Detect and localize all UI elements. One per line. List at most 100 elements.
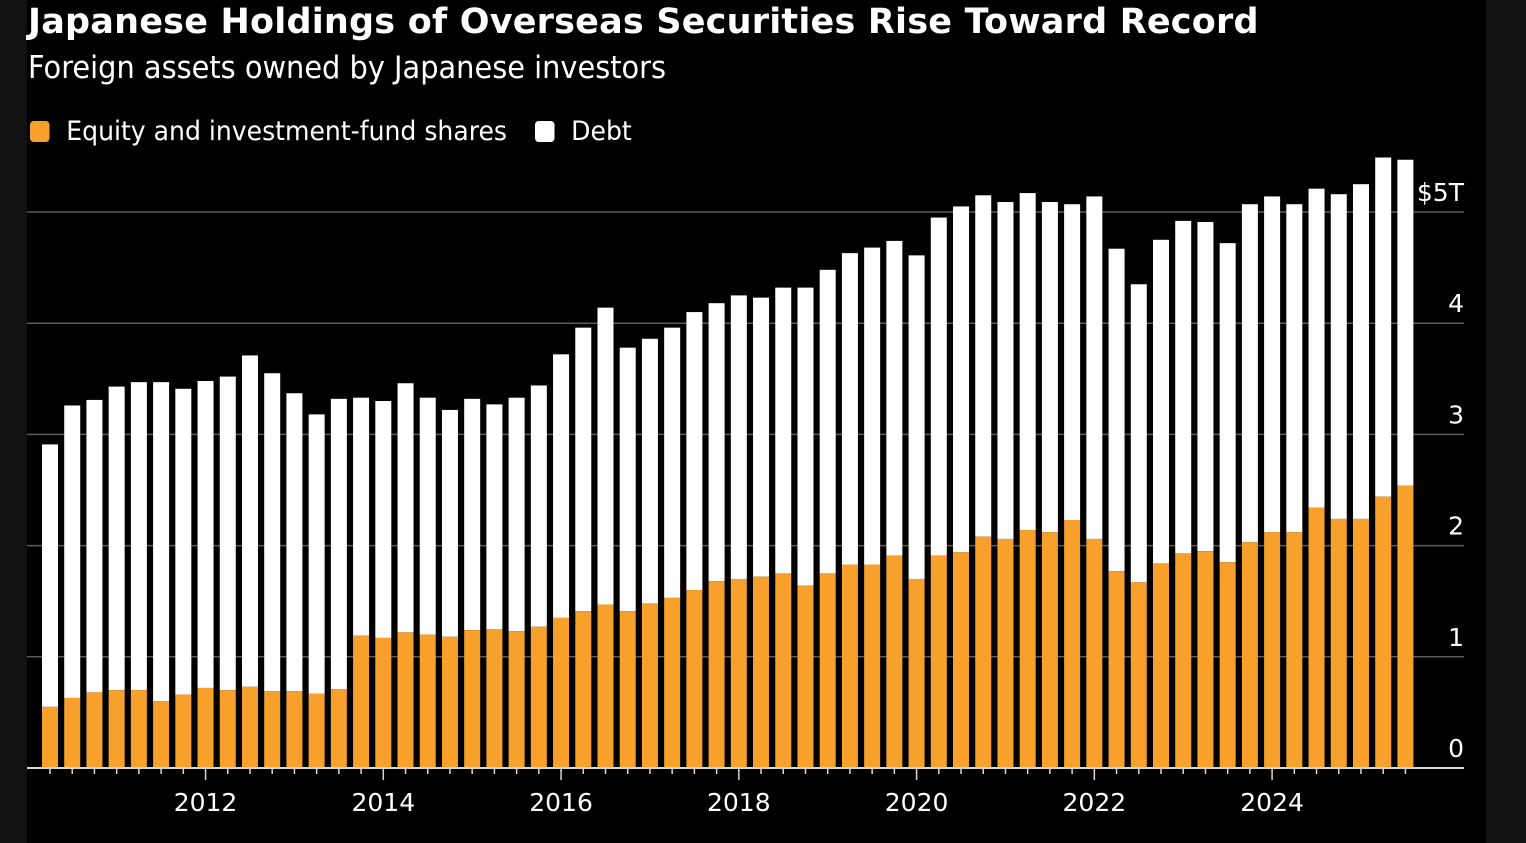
bar-equity	[130, 690, 147, 768]
legend-swatch-equity	[30, 121, 50, 142]
x-tick-label: 2014	[351, 788, 415, 817]
x-tick-label: 2012	[174, 788, 238, 817]
x-tick-label: 2022	[1063, 788, 1127, 817]
bar-equity	[1064, 520, 1081, 768]
bar-debt	[753, 297, 770, 577]
bar-equity	[597, 604, 614, 768]
legend-item-debt: Debt	[534, 116, 632, 147]
bar-equity	[575, 611, 592, 768]
bar-debt	[1153, 239, 1169, 564]
bar-debt	[597, 307, 614, 605]
bar-equity	[219, 690, 236, 768]
bar-debt	[797, 287, 814, 586]
bar-equity	[508, 631, 525, 768]
bar-debt	[86, 399, 103, 693]
bar-equity	[886, 555, 903, 768]
bar-debt	[286, 393, 303, 692]
bar-equity	[153, 701, 170, 768]
bar-debt	[375, 401, 392, 638]
bar-debt	[1264, 196, 1281, 533]
bar-equity	[1197, 551, 1214, 768]
bar-equity	[1308, 507, 1325, 768]
bar-equity	[1153, 563, 1169, 768]
bar-equity	[1286, 532, 1303, 768]
bar-debt	[64, 405, 81, 698]
bar-equity	[286, 691, 303, 768]
bar-debt	[553, 354, 570, 618]
bar-debt	[464, 398, 481, 631]
bar-debt	[908, 255, 925, 579]
bar-debt	[930, 217, 947, 556]
bar-debt	[108, 386, 125, 691]
bar-equity	[1108, 571, 1125, 768]
bar-debt	[197, 381, 214, 688]
bar-debt	[42, 444, 58, 707]
bar-equity	[441, 636, 458, 768]
legend: Equity and investment-fund shares Debt	[30, 116, 660, 147]
bar-debt	[575, 327, 592, 612]
bar-equity	[375, 637, 392, 768]
bar-debt	[175, 388, 192, 695]
bar-debt	[1064, 204, 1081, 521]
bar-debt	[1397, 159, 1414, 486]
legend-swatch-debt	[534, 121, 555, 142]
bar-equity	[330, 689, 347, 768]
chart-title: Japanese Holdings of Overseas Securities…	[28, 2, 1259, 42]
bar-debt	[864, 247, 881, 565]
x-tick-label: 2024	[1240, 788, 1304, 817]
x-tick-label: 2020	[885, 788, 949, 817]
bar-equity	[175, 694, 192, 768]
bar-equity	[1130, 582, 1147, 768]
bar-equity	[464, 630, 481, 768]
bar-debt	[886, 240, 903, 556]
bar-debt	[1241, 204, 1258, 543]
bar-debt	[1086, 196, 1103, 539]
bar-equity	[708, 581, 725, 768]
bar-equity	[108, 690, 125, 768]
bar-equity	[797, 585, 814, 768]
bar-equity	[1330, 518, 1347, 768]
bar-equity	[953, 552, 970, 768]
bar-debt	[664, 327, 681, 598]
bar-debt	[1352, 184, 1369, 519]
bar-equity	[864, 564, 881, 768]
bar-equity	[86, 692, 103, 768]
bar-equity	[64, 697, 81, 768]
bar-equity	[553, 617, 570, 768]
bar-debt	[219, 376, 236, 691]
bar-debt	[419, 397, 436, 635]
bar-debt	[1330, 194, 1347, 519]
bar-debt	[1375, 157, 1392, 497]
bar-equity	[397, 632, 414, 768]
bar-equity	[753, 576, 770, 768]
bar-debt	[508, 397, 525, 632]
bar-debt	[708, 303, 725, 582]
bar-debt	[1108, 248, 1125, 572]
bar-equity	[308, 693, 325, 768]
bars	[42, 157, 1414, 768]
bar-equity	[730, 578, 747, 768]
y-tick-label: 4	[1448, 289, 1464, 318]
bar-equity	[1019, 530, 1036, 768]
y-tick-label: 1	[1448, 623, 1464, 652]
legend-item-equity: Equity and investment-fund shares	[30, 116, 507, 147]
bar-equity	[353, 635, 370, 768]
y-axis-labels: 0 1 2 3 4 $5T	[1417, 178, 1465, 763]
bar-equity	[686, 590, 703, 768]
bar-equity	[1241, 542, 1258, 768]
x-axis-labels: 2012 2014 2016 2018 2020 2022 2024	[174, 788, 1304, 817]
bar-debt	[1197, 222, 1214, 552]
bar-debt	[241, 355, 258, 687]
chart-subtitle: Foreign assets owned by Japanese investo…	[28, 50, 667, 86]
bar-equity	[1041, 532, 1058, 768]
bar-equity	[841, 564, 858, 768]
legend-label-debt: Debt	[571, 116, 632, 147]
bar-equity	[42, 706, 58, 768]
bar-equity	[997, 538, 1014, 768]
legend-label-equity: Equity and investment-fund shares	[66, 116, 508, 147]
bar-equity	[197, 687, 214, 768]
bar-debt	[975, 195, 992, 537]
bar-debt	[953, 206, 970, 553]
bar-equity	[908, 578, 925, 768]
